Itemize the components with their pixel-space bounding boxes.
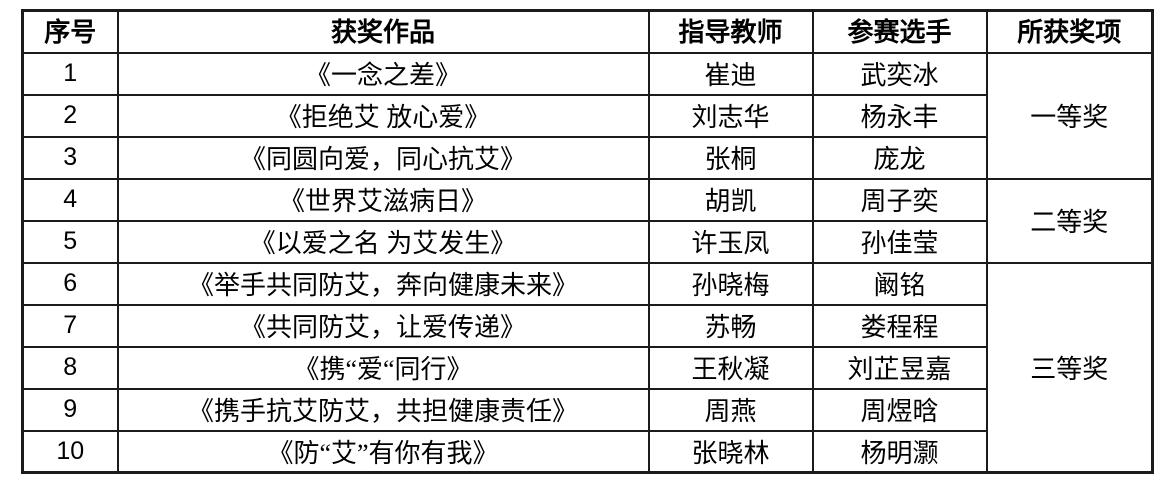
award-results-table: 序号 获奖作品 指导教师 参赛选手 所获奖项 1 《一念之差》 崔迪 武奕冰 一等奖 2 《拒绝艾 … <box>21 9 1154 474</box>
table-row: 7 《共同防艾，让爱传递》 苏畅 娄程程 <box>21 303 1153 348</box>
cell-work: 《携“爱“同行》 <box>116 345 650 390</box>
cell-teacher: 张晓林 <box>647 429 814 474</box>
column-header-award: 所获奖项 <box>985 9 1154 54</box>
table-row: 10 《防“艾”有你有我》 张晓林 杨明灏 <box>21 429 1153 474</box>
cell-work: 《一念之差》 <box>116 51 650 96</box>
cell-teacher: 崔迪 <box>647 51 814 96</box>
column-header-contestant: 参赛选手 <box>811 9 988 54</box>
cell-work: 《世界艾滋病日》 <box>116 177 650 222</box>
table-row: 4 《世界艾滋病日》 胡凯 周子奕 二等奖 <box>21 177 1154 264</box>
cell-contestant: 杨永丰 <box>811 93 988 138</box>
cell-work: 《拒绝艾 放心爱》 <box>116 93 650 138</box>
cell-contestant: 杨明灏 <box>811 429 988 474</box>
cell-index: 4 <box>21 177 119 222</box>
cell-teacher: 刘志华 <box>647 93 814 138</box>
cell-work: 《举手共同防艾，奔向健康未来》 <box>116 261 650 306</box>
cell-index: 3 <box>21 135 119 180</box>
cell-teacher: 许玉凤 <box>647 219 814 264</box>
cell-contestant: 周煜晗 <box>811 387 988 432</box>
cell-teacher: 张桐 <box>647 135 814 180</box>
cell-work: 《共同防艾，让爱传递》 <box>116 303 650 348</box>
cell-contestant: 阚铭 <box>811 261 988 306</box>
cell-teacher: 胡凯 <box>647 177 814 222</box>
header-row: 序号 获奖作品 指导教师 参赛选手 所获奖项 <box>21 9 1154 54</box>
cell-index: 10 <box>21 429 119 474</box>
cell-award: 一等奖 <box>985 51 1154 180</box>
cell-contestant: 娄程程 <box>811 303 988 348</box>
cell-work: 《以爱之名 为艾发生》 <box>116 219 650 264</box>
cell-index: 2 <box>21 93 119 138</box>
table-row: 3 《同圆向爱，同心抗艾》 张桐 庞龙 <box>21 135 1153 180</box>
cell-contestant: 庞龙 <box>811 135 988 180</box>
table-row: 6 《举手共同防艾，奔向健康未来》 孙晓梅 阚铭 三等奖 <box>21 261 1154 474</box>
cell-index: 7 <box>21 303 119 348</box>
table-row: 5 《以爱之名 为艾发生》 许玉凤 孙佳莹 <box>21 219 1153 264</box>
cell-work: 《同圆向爱，同心抗艾》 <box>116 135 650 180</box>
cell-contestant: 周子奕 <box>811 177 988 222</box>
cell-work: 《防“艾”有你有我》 <box>116 429 650 474</box>
table-row: 9 《携手抗艾防艾，共担健康责任》 周燕 周煜晗 <box>21 387 1153 432</box>
cell-index: 9 <box>21 387 119 432</box>
cell-teacher: 苏畅 <box>647 303 814 348</box>
column-header-index: 序号 <box>21 9 119 54</box>
cell-teacher: 王秋凝 <box>647 345 814 390</box>
cell-index: 8 <box>21 345 119 390</box>
cell-teacher: 孙晓梅 <box>647 261 814 306</box>
cell-index: 5 <box>21 219 119 264</box>
cell-award: 三等奖 <box>985 261 1154 474</box>
cell-contestant: 刘芷昱嘉 <box>811 345 988 390</box>
cell-award: 二等奖 <box>985 177 1154 264</box>
cell-contestant: 孙佳莹 <box>811 219 988 264</box>
table-row: 1 《一念之差》 崔迪 武奕冰 一等奖 <box>21 51 1154 180</box>
column-header-teacher: 指导教师 <box>647 9 814 54</box>
table-row: 8 《携“爱“同行》 王秋凝 刘芷昱嘉 <box>21 345 1153 390</box>
cell-contestant: 武奕冰 <box>811 51 988 96</box>
table-body: 1 《一念之差》 崔迪 武奕冰 一等奖 2 《拒绝艾 放心爱》 刘志华 杨永丰 3 《同圆向爱，同心… <box>21 51 1154 474</box>
cell-index: 1 <box>21 51 119 96</box>
cell-index: 6 <box>21 261 119 306</box>
cell-work: 《携手抗艾防艾，共担健康责任》 <box>116 387 650 432</box>
column-header-work: 获奖作品 <box>116 9 650 54</box>
cell-teacher: 周燕 <box>647 387 814 432</box>
table-row: 2 《拒绝艾 放心爱》 刘志华 杨永丰 <box>21 93 1153 138</box>
